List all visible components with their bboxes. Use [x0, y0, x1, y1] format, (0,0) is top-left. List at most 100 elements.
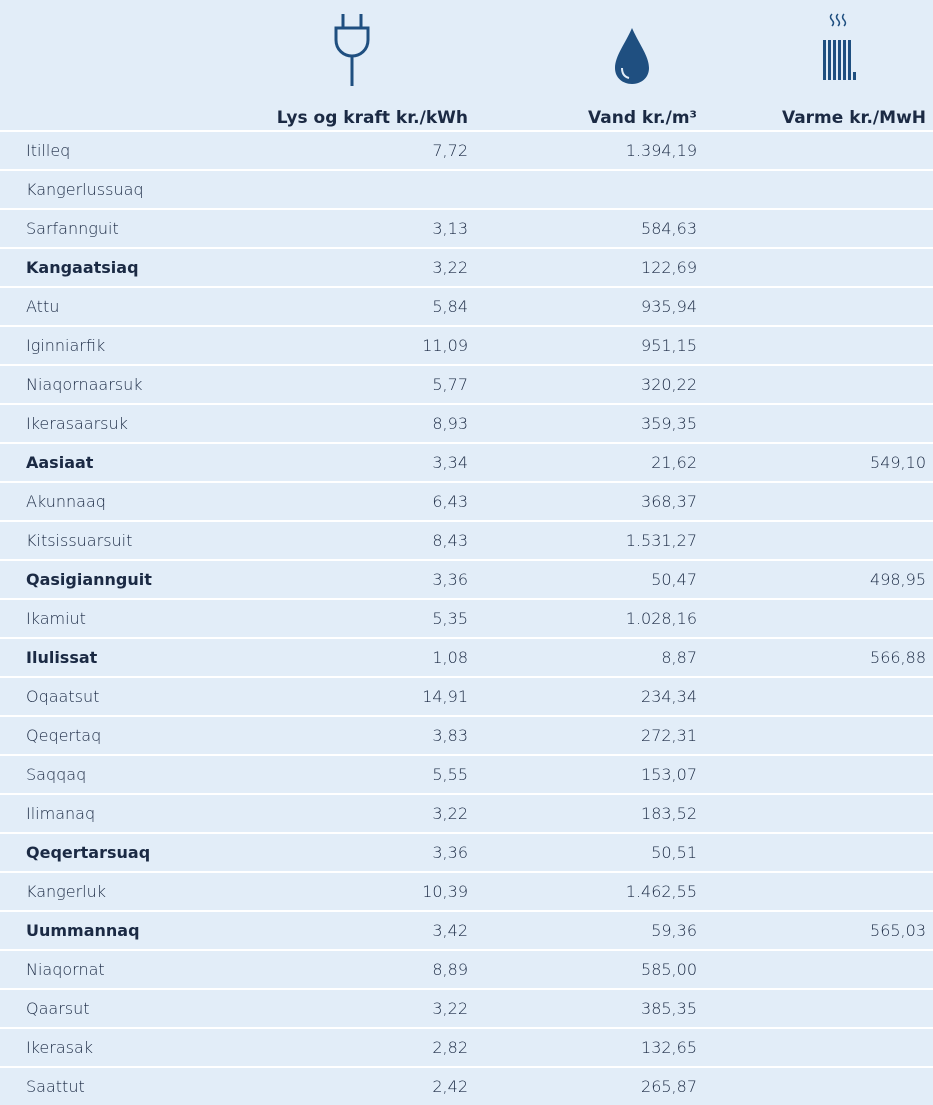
price-cell: 14,91: [422, 687, 468, 706]
price-cell: 1,08: [432, 648, 468, 667]
place-name: Saattut: [26, 1077, 85, 1096]
table-row: Aasiaat 3,34 21,62 549,10: [0, 442, 933, 481]
table-row: Akunnaaq 6,43 368,37: [0, 481, 933, 520]
price-cell: 7,72: [432, 141, 468, 160]
price-cell: 2,42: [432, 1077, 468, 1096]
table-row: Oqaatsut 14,91 234,34: [0, 676, 933, 715]
table-row: Kangerlussuaq: [0, 169, 933, 208]
price-cell: 3,83: [432, 726, 468, 745]
price-cell: 265,87: [641, 1077, 697, 1096]
plug-icon: [334, 14, 370, 86]
price-cell: 183,52: [641, 804, 697, 823]
place-name: Iginniarfik: [26, 336, 106, 355]
price-cell: 3,13: [432, 219, 468, 238]
table-header: Lys og kraft kr./kWh Vand kr./m³ Varme k…: [0, 0, 933, 130]
price-cell: 8,93: [432, 414, 468, 433]
price-cell: 272,31: [641, 726, 697, 745]
place-name: Saqqaq: [26, 765, 87, 784]
price-cell: 3,22: [432, 999, 468, 1018]
table-row: Qasigiannguit 3,36 50,47 498,95: [0, 559, 933, 598]
price-cell: 1.028,16: [625, 609, 697, 628]
table-row: Niaqornaarsuk 5,77 320,22: [0, 364, 933, 403]
place-name: Kangerlussuaq: [26, 180, 144, 199]
price-cell: 498,95: [870, 570, 926, 589]
place-name: Sarfannguit: [26, 219, 119, 238]
place-name: Oqaatsut: [26, 687, 100, 706]
place-name: Attu: [26, 297, 60, 316]
price-cell: 5,55: [432, 765, 468, 784]
place-name: Itilleq: [26, 141, 71, 160]
price-cell: 385,35: [641, 999, 697, 1018]
price-cell: 50,47: [651, 570, 697, 589]
table-row: Ikerasak 2,82 132,65: [0, 1027, 933, 1066]
place-name: Qasigiannguit: [26, 570, 152, 589]
table-row: Qeqertarsuaq 3,36 50,51: [0, 832, 933, 871]
place-name: Niaqornat: [26, 960, 105, 979]
table-row: Ilulissat 1,08 8,87 566,88: [0, 637, 933, 676]
price-cell: 1.462,55: [625, 882, 697, 901]
price-cell: 5,77: [432, 375, 468, 394]
price-cell: 8,87: [661, 648, 697, 667]
table-row: Ilimanaq 3,22 183,52: [0, 793, 933, 832]
price-cell: 5,84: [432, 297, 468, 316]
table-row: Kitsissuarsuit 8,43 1.531,27: [0, 520, 933, 559]
table-row: Ikerasaarsuk 8,93 359,35: [0, 403, 933, 442]
price-cell: 3,36: [432, 570, 468, 589]
table-row: Ikamiut 5,35 1.028,16: [0, 598, 933, 637]
table-body: Itilleq 7,72 1.394,19 Kangerlussuaq Sarfanng…: [0, 130, 933, 1105]
price-cell: 5,35: [432, 609, 468, 628]
price-cell: 1.531,27: [625, 531, 697, 550]
price-cell: 21,62: [651, 453, 697, 472]
price-cell: 122,69: [641, 258, 697, 277]
place-name: Uummannaq: [26, 921, 140, 940]
table-row: Niaqornat 8,89 585,00: [0, 949, 933, 988]
place-name: Ikerasak: [26, 1038, 94, 1057]
place-name: Qaarsut: [26, 999, 90, 1018]
place-name: Ikerasaarsuk: [26, 414, 128, 433]
table-row: Kangaatsiaq 3,22 122,69: [0, 247, 933, 286]
price-cell: 8,89: [432, 960, 468, 979]
place-name: Kitsissuarsuit: [26, 531, 133, 550]
table-row: Sarfannguit 3,13 584,63: [0, 208, 933, 247]
price-cell: 1.394,19: [625, 141, 697, 160]
radiator-icon: [823, 13, 856, 80]
price-cell: 549,10: [870, 453, 926, 472]
price-cell: 234,34: [641, 687, 697, 706]
price-cell: 565,03: [870, 921, 926, 940]
price-cell: 132,65: [641, 1038, 697, 1057]
place-name: Ilimanaq: [26, 804, 96, 823]
price-cell: 584,63: [641, 219, 697, 238]
price-cell: 3,22: [432, 258, 468, 277]
place-name: Qeqertaq: [26, 726, 102, 745]
place-name: Aasiaat: [26, 453, 94, 472]
column-header: Lys og kraft kr./kWh: [276, 108, 468, 128]
price-cell: 566,88: [870, 648, 926, 667]
table-row: Saattut 2,42 265,87: [0, 1066, 933, 1105]
place-name: Qeqertarsuaq: [26, 843, 151, 862]
place-name: Ikamiut: [26, 609, 86, 628]
price-cell: 11,09: [422, 336, 468, 355]
price-cell: 50,51: [651, 843, 697, 862]
table-row: Itilleq 7,72 1.394,19: [0, 130, 933, 169]
price-cell: 10,39: [422, 882, 468, 901]
price-cell: 585,00: [641, 960, 697, 979]
price-cell: 951,15: [641, 336, 697, 355]
price-cell: 6,43: [432, 492, 468, 511]
price-cell: 8,43: [432, 531, 468, 550]
column-header: Varme kr./MwH: [781, 108, 926, 128]
price-cell: 3,22: [432, 804, 468, 823]
table-row: Saqqaq 5,55 153,07: [0, 754, 933, 793]
price-cell: 153,07: [641, 765, 697, 784]
column-header: Vand kr./m³: [588, 108, 697, 128]
place-name: Niaqornaarsuk: [26, 375, 143, 394]
place-name: Ilulissat: [26, 648, 98, 667]
place-name: Kangerluk: [26, 882, 107, 901]
table-row: Attu 5,84 935,94: [0, 286, 933, 325]
table-row: Qeqertaq 3,83 272,31: [0, 715, 933, 754]
price-cell: 359,35: [641, 414, 697, 433]
table-row: Uummannaq 3,42 59,36 565,03: [0, 910, 933, 949]
price-cell: 320,22: [641, 375, 697, 394]
price-cell: 59,36: [651, 921, 697, 940]
place-name: Akunnaaq: [26, 492, 106, 511]
price-cell: 3,36: [432, 843, 468, 862]
